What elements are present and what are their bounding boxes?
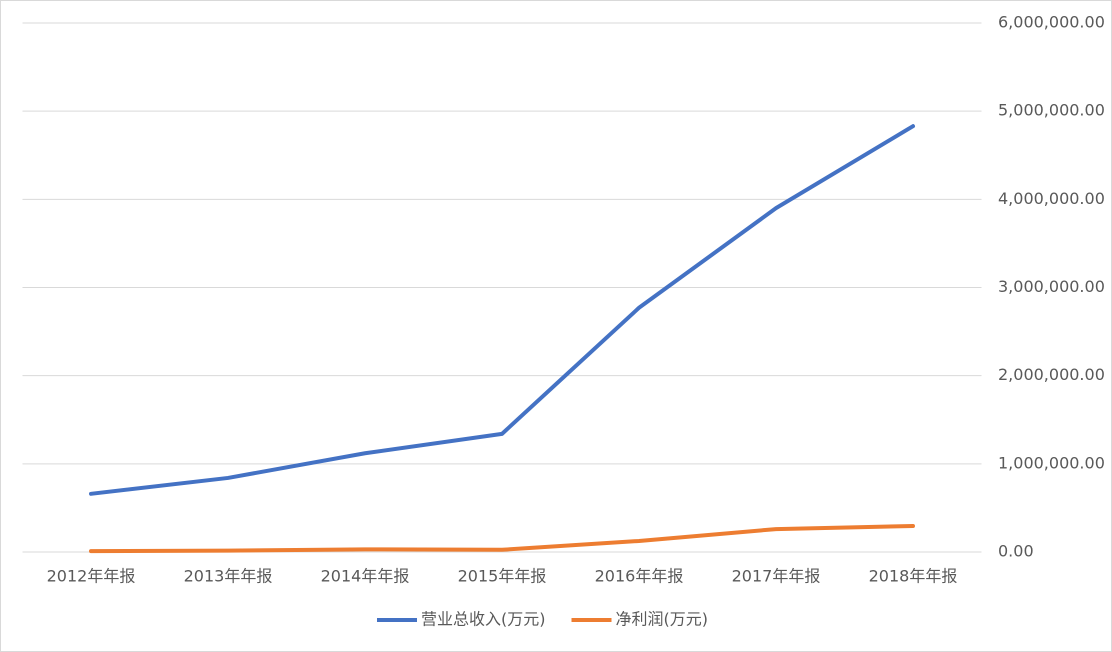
series-line <box>89 124 915 496</box>
y-tick-label: 0.00 <box>998 542 1034 561</box>
y-tick-label: 1,000,000.00 <box>998 453 1105 472</box>
x-tick-label: 2014年年报 <box>321 567 410 586</box>
x-tick-label: 2012年年报 <box>47 567 136 586</box>
y-tick-label: 5,000,000.00 <box>998 101 1105 120</box>
y-tick-label: 6,000,000.00 <box>998 13 1105 32</box>
series-line <box>89 523 915 554</box>
x-tick-label: 2017年年报 <box>732 567 821 586</box>
x-tick-label: 2015年年报 <box>458 567 547 586</box>
legend-label: 营业总收入(万元) <box>421 610 546 629</box>
y-tick-label: 4,000,000.00 <box>998 189 1105 208</box>
y-tick-label: 3,000,000.00 <box>998 277 1105 296</box>
x-tick-label: 2018年年报 <box>869 567 958 586</box>
x-tick-label: 2016年年报 <box>595 567 684 586</box>
x-tick-label: 2013年年报 <box>184 567 273 586</box>
legend-label: 净利润(万元) <box>616 610 709 629</box>
y-tick-label: 2,000,000.00 <box>998 365 1105 384</box>
